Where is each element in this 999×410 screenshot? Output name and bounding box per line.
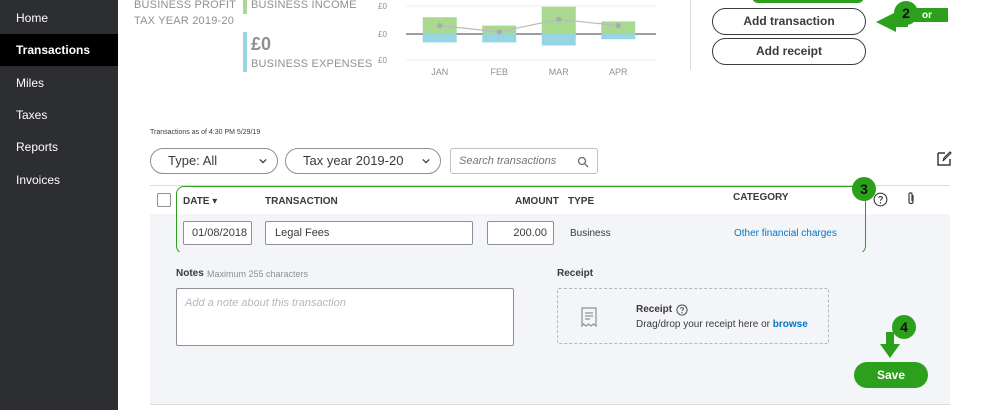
type-filter-select[interactable]: Type: All bbox=[150, 148, 278, 174]
search-icon[interactable] bbox=[577, 156, 589, 168]
step-marker-3: 3 bbox=[852, 177, 876, 201]
transaction-field[interactable]: Legal Fees bbox=[265, 221, 473, 245]
table-top-divider bbox=[150, 185, 950, 186]
notes-label: Notes bbox=[176, 268, 204, 279]
profit-point bbox=[615, 23, 621, 29]
tax-year-value: Tax year 2019-20 bbox=[303, 153, 404, 168]
business-expenses-label: BUSINESS EXPENSES bbox=[251, 58, 373, 70]
sidebar-item-home[interactable]: Home bbox=[16, 11, 49, 25]
add-transaction-button[interactable]: Add transaction bbox=[712, 8, 866, 35]
chevron-down-icon bbox=[259, 158, 267, 164]
receipt-icon bbox=[581, 307, 597, 327]
column-header-date[interactable]: DATE ▾ bbox=[183, 196, 218, 207]
expenses-accent-bar bbox=[243, 32, 247, 72]
sidebar-item-reports[interactable]: Reports bbox=[16, 140, 59, 154]
top-green-button-edge[interactable] bbox=[752, 0, 864, 3]
chevron-down-icon bbox=[422, 158, 430, 164]
y-tick-label: £0 bbox=[378, 2, 387, 11]
receipt-drag-text: Drag/drop your receipt here or bbox=[636, 319, 770, 330]
sidebar-item-invoices[interactable]: Invoices bbox=[16, 173, 61, 187]
income-accent-bar bbox=[243, 0, 247, 14]
bottom-divider bbox=[150, 404, 950, 405]
business-expenses-amount: £0 bbox=[251, 34, 272, 54]
highlight-row-box bbox=[176, 186, 866, 254]
help-icon[interactable] bbox=[676, 304, 688, 316]
search-box[interactable] bbox=[450, 148, 598, 174]
nav-active-highlight bbox=[0, 34, 118, 66]
category-link[interactable]: Other financial charges bbox=[734, 228, 837, 239]
notes-textarea[interactable]: Add a note about this transaction bbox=[176, 288, 514, 346]
sidebar-item-miles[interactable]: Miles bbox=[16, 76, 45, 90]
attachment-icon[interactable] bbox=[905, 191, 917, 207]
expense-bar bbox=[422, 34, 457, 43]
notes-hint: Maximum 255 characters bbox=[207, 269, 309, 279]
x-tick-label: JAN bbox=[431, 67, 448, 77]
date-field[interactable]: 01/08/2018 bbox=[183, 221, 252, 245]
browse-link[interactable]: browse bbox=[772, 319, 808, 330]
help-icon[interactable] bbox=[873, 192, 888, 207]
income-expense-chart: £0 £0 £0 JAN FEB MAR APR bbox=[378, 2, 656, 77]
column-header-amount[interactable]: AMOUNT bbox=[515, 196, 559, 207]
business-profit-label: BUSINESS PROFIT bbox=[134, 0, 237, 11]
y-tick-label: £0 bbox=[378, 30, 387, 39]
or-tag: or bbox=[922, 10, 932, 21]
add-receipt-button[interactable]: Add receipt bbox=[712, 38, 866, 65]
x-tick-label: FEB bbox=[490, 67, 508, 77]
select-all-checkbox[interactable] bbox=[157, 193, 171, 207]
summary-divider bbox=[690, 0, 691, 70]
profit-line bbox=[439, 18, 619, 33]
column-header-transaction[interactable]: TRANSACTION bbox=[265, 196, 338, 207]
export-icon[interactable] bbox=[936, 151, 952, 167]
column-header-category[interactable]: CATEGORY bbox=[733, 192, 789, 203]
profit-point bbox=[556, 16, 562, 22]
type-filter-value: Type: All bbox=[168, 153, 218, 168]
expense-bar bbox=[601, 34, 636, 40]
amount-field[interactable]: 200.00 bbox=[487, 221, 554, 245]
receipt-instructions: Drag/drop your receipt here or browse bbox=[636, 319, 808, 330]
search-input[interactable] bbox=[451, 149, 569, 173]
receipt-dropzone[interactable]: Receipt Drag/drop your receipt here or b… bbox=[557, 288, 829, 344]
column-header-type[interactable]: TYPE bbox=[568, 196, 595, 207]
type-value[interactable]: Business bbox=[570, 228, 611, 239]
x-tick-label: MAR bbox=[549, 67, 570, 77]
x-tick-label: APR bbox=[609, 67, 628, 77]
business-income-label: BUSINESS INCOME bbox=[251, 0, 357, 11]
receipt-title: Receipt bbox=[636, 304, 673, 315]
profit-point bbox=[496, 29, 502, 35]
receipt-label: Receipt bbox=[557, 268, 594, 279]
expense-bar bbox=[482, 34, 517, 43]
profit-point bbox=[437, 23, 443, 29]
sidebar-nav: Home Transactions Miles Taxes Reports In… bbox=[0, 0, 118, 410]
marker-4-arrow bbox=[880, 332, 900, 358]
expense-bar bbox=[541, 34, 576, 46]
save-button[interactable]: Save bbox=[854, 362, 928, 388]
tax-year-label: TAX YEAR 2019-20 bbox=[134, 15, 235, 27]
sidebar-item-transactions[interactable]: Transactions bbox=[16, 43, 91, 57]
sidebar-item-taxes[interactable]: Taxes bbox=[16, 108, 48, 122]
y-tick-label: £0 bbox=[378, 56, 387, 65]
transactions-as-of: Transactions as of 4:30 PM 5/29/19 bbox=[150, 129, 261, 136]
tax-year-select[interactable]: Tax year 2019-20 bbox=[285, 148, 441, 174]
step-marker-2: 2 bbox=[894, 1, 918, 25]
step-marker-4: 4 bbox=[892, 315, 916, 339]
